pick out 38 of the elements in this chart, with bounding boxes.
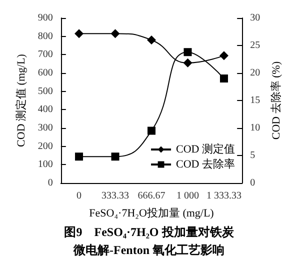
x-tick-label: 0 bbox=[76, 190, 82, 202]
x-tick-label: 666.67 bbox=[138, 190, 166, 202]
y-axis-title: COD 测定值 (mg/L) bbox=[14, 54, 28, 147]
text: 图9 FeSO₄·7H₂O 投加量对铁炭微电解-Fenton 氧化工艺影响 bbox=[64, 225, 235, 257]
x-tick-label: 1 333.33 bbox=[206, 190, 242, 202]
x-axis-title: FeSO₄·7H₂O投加量 (mg/L) bbox=[89, 206, 214, 220]
y2-tick-label: 0 bbox=[250, 178, 256, 188]
point bbox=[184, 48, 192, 56]
y-tick-label: 500 bbox=[38, 86, 53, 97]
point bbox=[110, 29, 120, 38]
point bbox=[183, 58, 192, 68]
y2-tick-label: 10 bbox=[250, 122, 260, 134]
y-tick-label: 800 bbox=[38, 30, 53, 42]
legend-label: COD 测定值 bbox=[176, 142, 236, 156]
y2-tick-label: 30 bbox=[250, 12, 260, 24]
y-tick-label: 100 bbox=[38, 159, 53, 170]
y-tick-label: 300 bbox=[38, 122, 53, 134]
point bbox=[147, 36, 156, 44]
y-tick-label: 600 bbox=[38, 68, 53, 78]
y2-axis-title: COD 去除率 (%) bbox=[270, 61, 282, 140]
y2-tick-label: 15 bbox=[250, 95, 260, 106]
point bbox=[74, 29, 84, 38]
y2-tick-label: 20 bbox=[250, 68, 260, 78]
y-tick-label: 700 bbox=[38, 49, 53, 60]
legend-label: COD 去除率 bbox=[176, 158, 236, 170]
y-tick-label: 200 bbox=[38, 140, 53, 152]
point bbox=[111, 152, 120, 161]
point bbox=[219, 51, 228, 60]
y2-tick-label: 5 bbox=[250, 150, 256, 161]
y2-tick-label: 25 bbox=[250, 40, 260, 51]
x-tick-label: 1 000 bbox=[176, 190, 199, 202]
y-tick-label: 0 bbox=[48, 178, 53, 188]
y-tick-label: 400 bbox=[38, 104, 53, 116]
y-tick-label: 900 bbox=[38, 12, 53, 24]
point bbox=[220, 74, 228, 82]
point bbox=[75, 152, 84, 161]
x-tick-label: 333.33 bbox=[102, 190, 130, 202]
point bbox=[148, 126, 156, 135]
